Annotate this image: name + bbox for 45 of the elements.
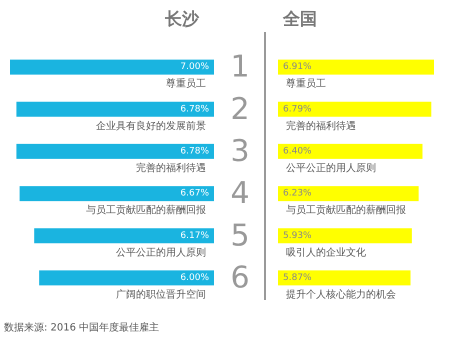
y-tick-label: 尊重员工 <box>286 78 326 90</box>
data-label: 6.91% <box>283 62 312 72</box>
bar <box>278 270 411 286</box>
data-label: 6.79% <box>283 104 312 114</box>
y-tick-label: 完善的福利待遇 <box>136 162 206 174</box>
bar <box>16 144 214 159</box>
y-tick-label: 公平公正的用人原则 <box>286 162 376 174</box>
data-label: 6.40% <box>283 146 312 156</box>
data-label: 5.87% <box>283 272 312 283</box>
bar <box>278 144 422 159</box>
data-label: 6.17% <box>180 230 210 241</box>
text: 3 <box>230 134 250 169</box>
data-label: 6.78% <box>180 146 210 156</box>
bar <box>278 186 419 202</box>
bar <box>278 228 412 244</box>
data-label: 6.78% <box>180 104 210 114</box>
bar <box>278 102 432 117</box>
data-label: 6.23% <box>283 188 312 199</box>
source-note: 数据来源: 2016 中国年度最佳雇主 <box>4 322 160 334</box>
data-label: 6.67% <box>180 188 210 199</box>
bar <box>20 186 214 202</box>
y-tick-label: 广阔的职位晋升空间 <box>116 288 206 300</box>
y-tick-label: 企业具有良好的发展前景 <box>96 120 206 132</box>
data-label: 5.93% <box>283 230 312 241</box>
y-tick-label: 提升个人核心能力的机会 <box>286 288 396 300</box>
chart-title: 长沙 <box>164 10 200 30</box>
text: 4 <box>230 176 250 212</box>
y-tick-label: 尊重员工 <box>166 78 206 90</box>
text: 5 <box>230 218 250 254</box>
bar <box>10 60 214 75</box>
text: 2 <box>230 92 250 127</box>
y-tick-label: 公平公正的用人原则 <box>116 246 206 258</box>
bar <box>16 102 214 117</box>
text: 1 <box>230 50 250 85</box>
bar <box>34 228 214 244</box>
data-label: 7.00% <box>180 62 210 72</box>
bar <box>39 270 214 286</box>
y-tick-label: 吸引人的企业文化 <box>286 246 366 258</box>
y-tick-label: 与员工贡献匹配的薪酬回报 <box>286 204 406 216</box>
bar <box>278 60 434 75</box>
y-tick-label: 完善的福利待遇 <box>286 120 356 132</box>
data-label: 6.00% <box>180 272 210 283</box>
y-tick-label: 与员工贡献匹配的薪酬回报 <box>86 204 206 216</box>
text: 6 <box>230 260 250 296</box>
chart-title: 全国 <box>282 10 317 30</box>
